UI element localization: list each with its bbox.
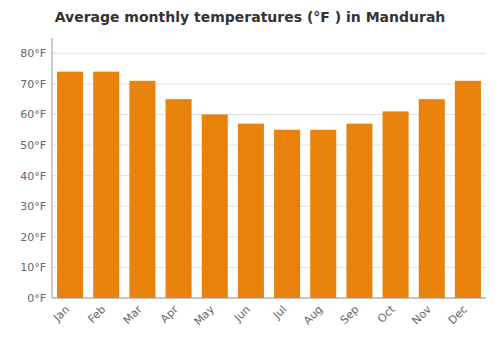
x-tick-label: May xyxy=(192,303,218,329)
x-tick-label: Apr xyxy=(158,303,181,326)
bar xyxy=(419,99,445,298)
bar xyxy=(129,81,155,298)
title: Average monthly temperatures (°F ) in Ma… xyxy=(55,9,446,25)
y-tick-label: 40°F xyxy=(20,170,46,183)
y-tick-label: 80°F xyxy=(20,47,46,60)
y-tick-label: 20°F xyxy=(20,231,46,244)
x-tick-label: Dec xyxy=(446,303,470,327)
bar xyxy=(202,114,228,298)
bar xyxy=(93,72,119,298)
bar xyxy=(455,81,481,298)
x-tick-label: Nov xyxy=(409,303,434,328)
bar xyxy=(238,124,264,298)
x-tick-label: Sep xyxy=(338,303,362,327)
x-tick-label: Oct xyxy=(375,302,398,325)
x-tick-label: Feb xyxy=(85,303,108,326)
x-tick-label: Mar xyxy=(121,303,145,327)
x-tick-label: Aug xyxy=(301,303,325,327)
bar xyxy=(166,99,192,298)
grid xyxy=(52,53,486,298)
y-tick-label: 60°F xyxy=(20,108,46,121)
y-tick-label: 0°F xyxy=(27,292,46,305)
chart: Average monthly temperatures (°F ) in Ma… xyxy=(0,0,500,350)
bar xyxy=(57,72,83,298)
y-tick-label: 50°F xyxy=(20,139,46,152)
grid-line xyxy=(52,298,486,299)
x-tick-label: Jun xyxy=(231,303,253,325)
y-axis: 0°F 10°F 20°F 30°F 40°F 50°F 60°F 70°F 80°F xyxy=(20,38,52,305)
x-axis-line xyxy=(52,298,486,299)
bar xyxy=(274,130,300,298)
x-tick-label: Jul xyxy=(270,303,289,322)
y-tick-label: 30°F xyxy=(20,200,46,213)
grid-line xyxy=(52,53,486,54)
y-tick-label: 10°F xyxy=(20,261,46,274)
bar xyxy=(346,124,372,298)
x-axis: Jan Feb Mar Apr May Jun Jul Aug Sep Oct Nov Dec xyxy=(50,298,486,328)
bar xyxy=(383,111,409,298)
bar xyxy=(310,130,336,298)
x-tick-label: Jan xyxy=(50,303,72,325)
bars xyxy=(57,72,481,298)
y-tick-label: 70°F xyxy=(20,78,46,91)
y-axis-line xyxy=(52,38,53,298)
